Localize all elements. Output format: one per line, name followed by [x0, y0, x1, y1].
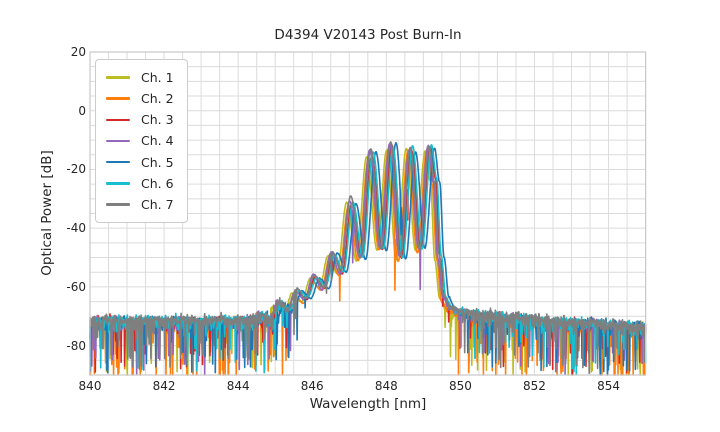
series-line-ch-7 [89, 141, 647, 375]
x-tick-label: 850 [448, 379, 472, 393]
legend-line-swatch [106, 118, 130, 122]
legend-item: Ch. 1 [106, 67, 174, 88]
legend-item: Ch. 2 [106, 88, 174, 109]
x-tick-label: 852 [523, 379, 546, 393]
x-tick-label: 840 [78, 379, 102, 393]
legend-item: Ch. 6 [106, 173, 174, 194]
legend-label: Ch. 5 [141, 154, 174, 170]
y-tick-label: 20 [70, 45, 86, 59]
legend-line-swatch [106, 182, 130, 185]
y-tick-label: -60 [66, 279, 86, 294]
data-series [89, 141, 647, 376]
legend-label: Ch. 1 [141, 70, 174, 85]
x-axis-label: Wavelength [nm] [309, 396, 427, 412]
legend: Ch. 1 Ch. 2 Ch. 3 Ch. 4 Ch. 5 Ch. 6 Ch. 7 [95, 59, 188, 223]
y-tick-label: -40 [66, 221, 86, 236]
legend-item: Ch. 3 [106, 109, 174, 130]
legend-label: Ch. 2 [141, 91, 174, 107]
legend-line-swatch [106, 160, 130, 164]
y-tick-label: -80 [66, 338, 86, 353]
legend-label: Ch. 4 [141, 133, 174, 149]
y-tick-label: -20 [66, 162, 86, 177]
legend-label: Ch. 7 [141, 196, 174, 212]
x-tick-label: 842 [152, 379, 176, 393]
legend-line-swatch [106, 203, 130, 206]
x-tick-label: 844 [226, 379, 250, 393]
x-tick-label: 848 [374, 379, 398, 393]
legend-label: Ch. 3 [141, 112, 174, 128]
legend-label: Ch. 6 [141, 175, 174, 191]
legend-line-swatch [106, 76, 130, 79]
legend-item: Ch. 4 [106, 130, 174, 151]
axes-frame [89, 51, 647, 376]
chart-title: D4394 V20143 Post Burn-In [274, 27, 462, 43]
legend-line-swatch [106, 97, 130, 100]
legend-line-swatch [106, 139, 130, 143]
x-tick-label: 846 [300, 379, 324, 393]
legend-item: Ch. 7 [106, 194, 174, 215]
y-tick-label: 0 [78, 103, 86, 118]
legend-item: Ch. 5 [106, 152, 174, 173]
x-tick-label: 854 [597, 379, 620, 393]
